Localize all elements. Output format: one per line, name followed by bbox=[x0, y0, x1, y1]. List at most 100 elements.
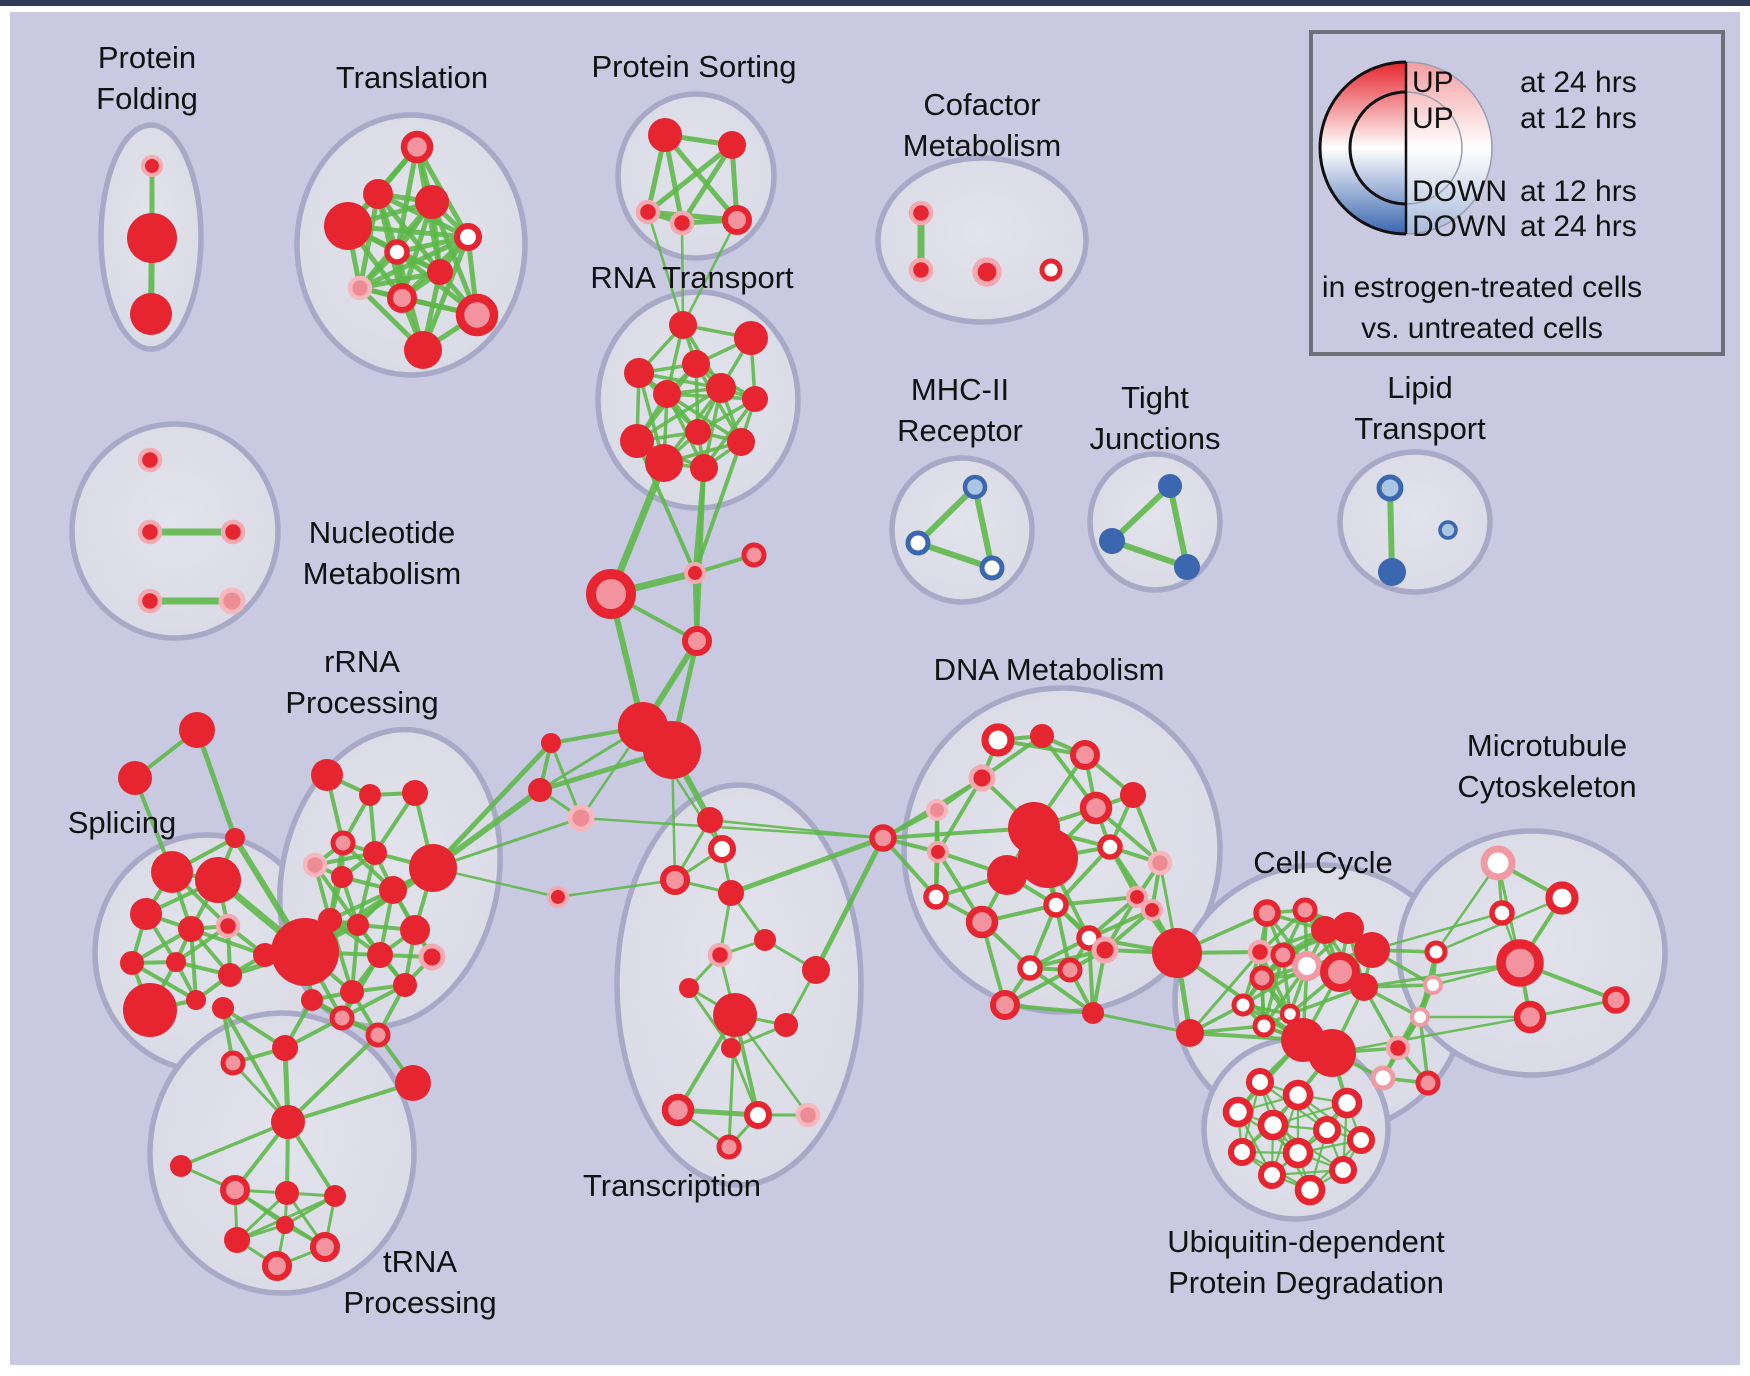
cluster-label-trna: tRNA bbox=[383, 1244, 457, 1279]
cluster-label-nucleotide: Nucleotide bbox=[309, 515, 455, 550]
node-ubiquitin-rw bbox=[1294, 1174, 1326, 1206]
node-dna-pp bbox=[925, 798, 949, 822]
node-rrna-r bbox=[400, 915, 430, 945]
cluster-label-cofactor: Metabolism bbox=[903, 128, 1062, 163]
node-mhc-bl bbox=[962, 474, 988, 500]
node-transcription-pp bbox=[795, 1102, 821, 1128]
cluster-label-nucleotide: Metabolism bbox=[303, 556, 462, 591]
legend-time: at 24 hrs bbox=[1520, 210, 1637, 243]
node-rrna-r bbox=[379, 876, 407, 904]
node-central-pr bbox=[683, 561, 707, 585]
cluster-label-splicing: Splicing bbox=[68, 805, 177, 840]
node-translation-rp bbox=[387, 283, 417, 313]
edge-rna_transport bbox=[702, 397, 757, 470]
node-translation-rw bbox=[384, 239, 410, 265]
node-transcription-r bbox=[718, 880, 744, 906]
cluster-ellipse-cofactor bbox=[875, 155, 1089, 325]
node-cell_cycle-rp bbox=[1415, 1070, 1441, 1096]
edge-link-rna_transport-central bbox=[695, 466, 706, 643]
node-cell_cycle-rw bbox=[1279, 1003, 1301, 1025]
node-dna-rw bbox=[1017, 955, 1043, 981]
legend-time: at 24 hrs bbox=[1520, 66, 1637, 99]
node-central-rp bbox=[741, 542, 767, 568]
node-translation-rw bbox=[453, 222, 483, 252]
node-dna-r bbox=[1018, 828, 1078, 888]
node-microtubule-rw bbox=[1489, 900, 1515, 926]
node-ubiquitin-rw bbox=[1331, 1087, 1363, 1119]
node-rrna-r bbox=[331, 866, 353, 888]
node-nucleotide-pp bbox=[218, 587, 246, 615]
node-cell_cycle-r bbox=[1308, 1029, 1356, 1077]
edge-link-dna-cell_cycle bbox=[1091, 1011, 1192, 1035]
cluster-label-protein_folding: Protein bbox=[98, 40, 196, 75]
edge-cell_cycle bbox=[1188, 950, 1262, 1035]
edge-link-rrna-trna bbox=[221, 1006, 290, 1124]
node-splicing-r bbox=[130, 898, 162, 930]
node-rrna-r bbox=[359, 784, 381, 806]
node-cell_cycle-r bbox=[1311, 916, 1339, 944]
legend-inner-right-outline bbox=[1405, 91, 1463, 205]
node-dna-pr bbox=[1140, 898, 1164, 922]
node-cell_cycle-rp bbox=[1253, 899, 1281, 927]
node-dna-pr bbox=[968, 764, 996, 792]
node-transcription-pr bbox=[546, 885, 570, 909]
node-trna-r bbox=[276, 1216, 294, 1234]
node-dna-r bbox=[1030, 724, 1054, 748]
node-rna_transport-r bbox=[727, 428, 755, 456]
node-dna-rw bbox=[1097, 834, 1123, 860]
node-rrna-r bbox=[272, 1035, 298, 1061]
node-trna-r bbox=[271, 1105, 305, 1139]
edge-tight bbox=[1167, 483, 1190, 570]
edge-link-cell_cycle-microtubule bbox=[1370, 911, 1504, 952]
legend: UP at 24 hrs UP at 12 hrs DOWN at 12 hrs DOWN a… bbox=[1309, 30, 1725, 356]
edge-link-central-dna bbox=[579, 816, 885, 840]
node-translation-r bbox=[415, 185, 449, 219]
node-rrna-r bbox=[301, 989, 323, 1011]
cluster-label-trna: Processing bbox=[343, 1285, 496, 1320]
edge-mhc bbox=[915, 540, 995, 571]
node-splicing-r bbox=[166, 952, 186, 972]
node-splicing-r bbox=[195, 857, 241, 903]
node-protein_sorting-rp bbox=[722, 205, 752, 235]
cluster-label-rna_transport: RNA Transport bbox=[590, 260, 794, 295]
node-rna_transport-r bbox=[742, 386, 768, 412]
edge-dna bbox=[1028, 966, 1095, 1015]
node-ubiquitin-rw bbox=[1282, 1137, 1314, 1169]
cluster-label-rrna: Processing bbox=[285, 685, 438, 720]
legend-footer: in estrogen-treated cells bbox=[1322, 271, 1642, 304]
node-splicing-r bbox=[225, 828, 245, 848]
node-protein_folding-pr bbox=[140, 154, 164, 178]
cluster-label-ubiquitin: Ubiquitin-dependent bbox=[1167, 1224, 1445, 1259]
cluster-ellipse-transcription bbox=[614, 782, 864, 1188]
node-dna-rp bbox=[990, 990, 1020, 1020]
node-rrna-r bbox=[409, 844, 457, 892]
legend-time: at 12 hrs bbox=[1520, 175, 1637, 208]
node-trna-rp bbox=[310, 1232, 340, 1262]
node-cofactor-rw bbox=[1039, 258, 1063, 282]
node-microtubule-rp bbox=[1496, 939, 1544, 987]
node-rna_transport-r bbox=[653, 380, 681, 408]
cluster-label-protein_sorting: Protein Sorting bbox=[591, 49, 796, 84]
edge-tight bbox=[1109, 538, 1190, 570]
node-lipid-b bbox=[1378, 558, 1406, 586]
node-ubiquitin-rw bbox=[1257, 1160, 1287, 1190]
node-splicing-pr bbox=[215, 913, 241, 939]
cluster-label-transcription: Transcription bbox=[583, 1168, 761, 1203]
node-splicing-r bbox=[120, 951, 144, 975]
node-splicing-r bbox=[186, 990, 206, 1010]
node-dna-r bbox=[1152, 928, 1202, 978]
node-protein_sorting-pr bbox=[635, 199, 661, 225]
cluster-label-protein_folding: Folding bbox=[96, 81, 198, 116]
edge-translation bbox=[357, 191, 381, 291]
cluster-label-dna: DNA Metabolism bbox=[934, 652, 1165, 687]
node-nucleotide-pr bbox=[137, 519, 163, 545]
node-splicing-r bbox=[218, 963, 242, 987]
node-transcription-r bbox=[697, 807, 723, 833]
node-rrna-rp bbox=[330, 830, 356, 856]
node-dna-pp bbox=[1147, 850, 1173, 876]
cluster-labels: Protein Folding Translation Protein Sorting… bbox=[68, 40, 1637, 1320]
node-cell_cycle-rw bbox=[1231, 993, 1255, 1017]
node-dna-rp bbox=[1070, 740, 1100, 770]
node-microtubule-rw bbox=[1545, 881, 1579, 915]
node-ubiquitin-rw bbox=[1257, 1109, 1289, 1141]
